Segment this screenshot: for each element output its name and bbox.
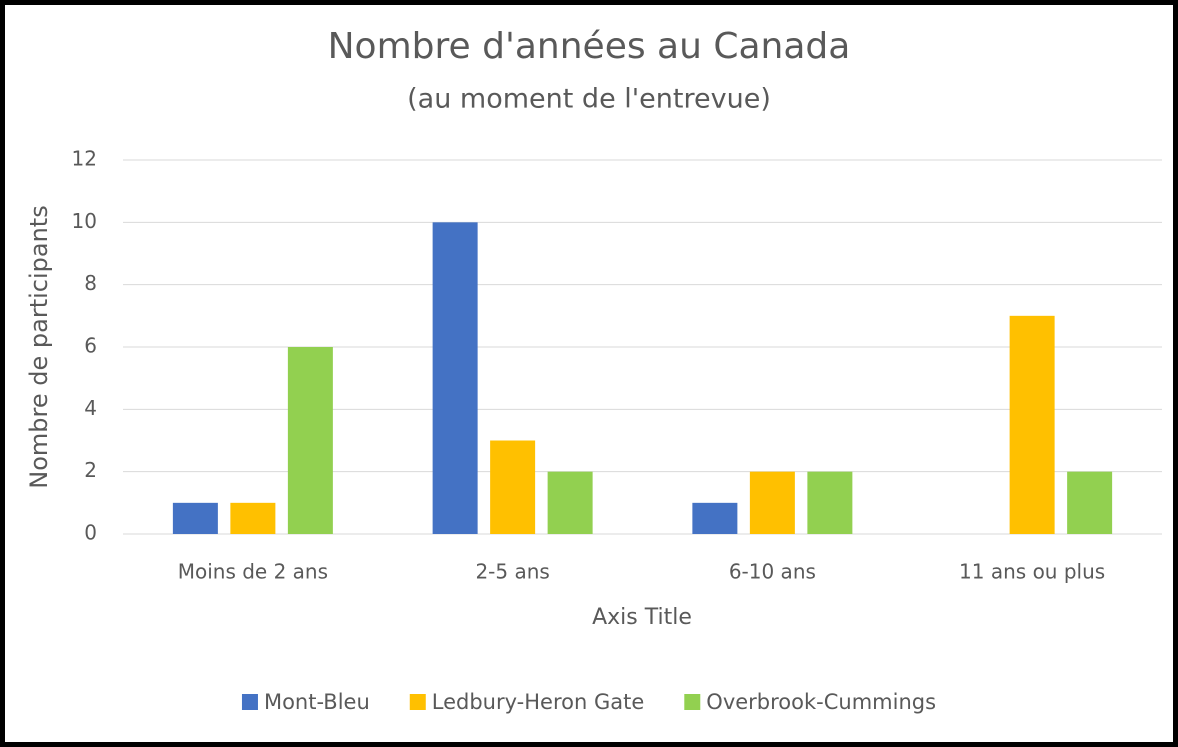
y-axis-title: Nombre de participants [25,205,53,488]
chart-subtitle: (au moment de l'entrevue) [407,84,771,115]
bar [807,471,853,534]
bar [547,471,593,534]
x-tick-label: Moins de 2 ans [178,560,328,584]
bar [1067,471,1113,534]
bar [287,347,333,534]
legend: Mont-Bleu Ledbury-Heron Gate Overbrook-Cum… [241,690,936,714]
x-tick-label: 2-5 ans [475,560,549,584]
x-axis-title: Axis Title [592,605,692,630]
y-tick-label: 0 [84,521,97,545]
y-tick-label: 4 [84,396,97,420]
bar [1009,315,1055,534]
legend-swatch [409,694,426,710]
y-tick-label: 2 [84,458,97,482]
legend-swatch [241,694,258,710]
y-tick-label: 12 [72,147,97,171]
legend-label: Overbrook-Cummings [706,690,936,714]
bar [172,502,218,534]
y-tick-label: 6 [84,334,97,358]
x-tick-label: 6-10 ans [729,560,816,584]
bar [230,502,276,534]
legend-label: Ledbury-Heron Gate [432,690,645,714]
bar [749,471,795,534]
y-tick-label: 10 [72,209,97,233]
legend-label: Mont-Bleu [264,690,370,714]
bar [692,502,738,534]
bar [490,440,536,534]
y-tick-label: 8 [84,271,97,295]
x-tick-label: 11 ans ou plus [959,560,1105,584]
chart-title: Nombre d'années au Canada [328,26,851,67]
bar [432,222,478,535]
legend-swatch [684,694,701,710]
